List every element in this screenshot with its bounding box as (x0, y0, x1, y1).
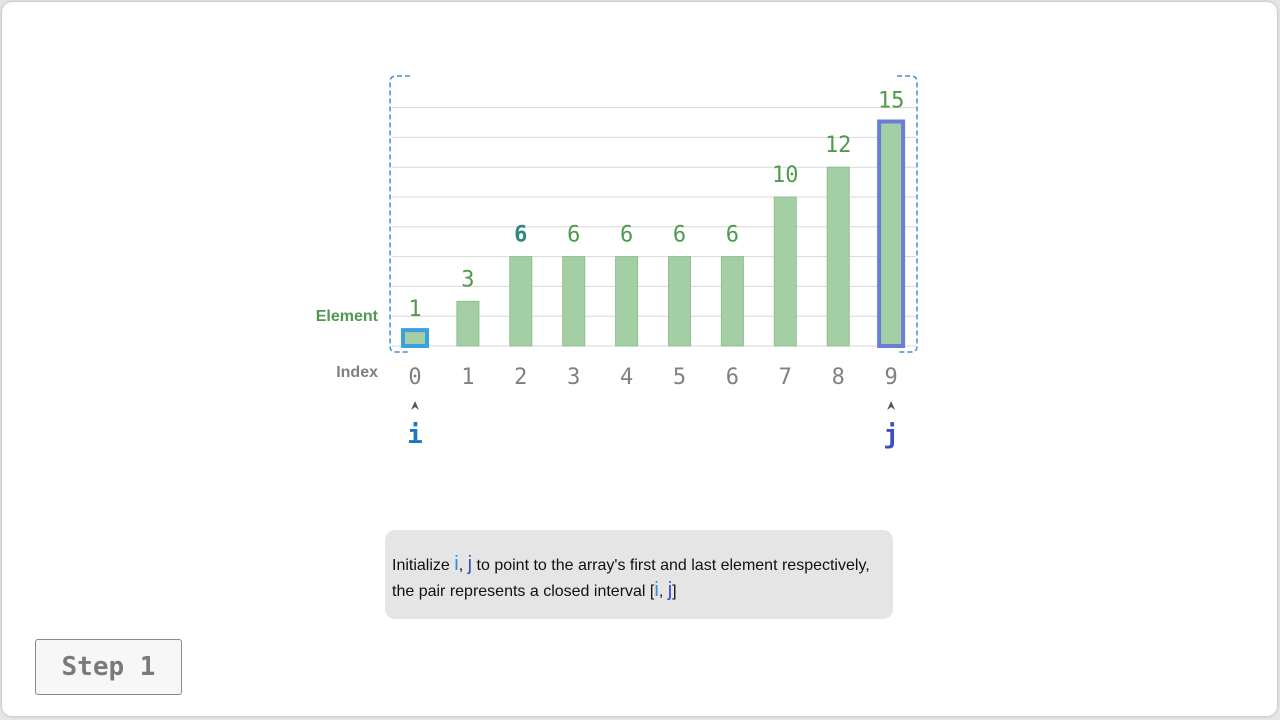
caption-line2-suffix: ] (672, 583, 677, 600)
interval-bracket-right (897, 75, 918, 353)
row-label-index: Index (336, 364, 378, 381)
value-label: 6 (567, 223, 580, 248)
pointer-i-label: i (407, 420, 423, 450)
value-label: 6 (514, 223, 527, 248)
bar (668, 256, 691, 347)
row-label-element: Element (316, 308, 379, 325)
value-label: 1 (408, 297, 421, 322)
value-label: 6 (726, 223, 739, 248)
value-label: 3 (461, 267, 474, 292)
bar (879, 122, 903, 347)
caption-line1-prefix: Initialize (392, 557, 450, 574)
index-label: 7 (779, 365, 792, 390)
index-label: 8 (832, 365, 845, 390)
index-label: 3 (567, 365, 580, 390)
caption-sep: , (458, 557, 464, 574)
bar (403, 330, 427, 347)
pointer-i-bar-outline (401, 328, 429, 349)
bar (720, 256, 744, 347)
bar (562, 256, 586, 347)
value-label: 12 (825, 133, 852, 158)
index-label: 5 (673, 365, 686, 390)
index-label: 6 (726, 365, 739, 390)
bar (615, 256, 639, 347)
caption-interval-i: i (654, 579, 659, 601)
pointer-i-arrow-icon (411, 401, 419, 410)
bar (773, 196, 797, 347)
step-button[interactable]: Step 1 (35, 639, 182, 695)
value-label: 6 (620, 223, 633, 248)
value-label: 10 (772, 163, 799, 188)
caption-line2-prefix: the pair represents a closed interval [ (392, 583, 655, 600)
index-label: 2 (514, 365, 527, 390)
index-label: 1 (461, 365, 474, 390)
pointer-j-label: j (883, 420, 899, 450)
bar (456, 300, 480, 347)
value-label: 15 (878, 89, 905, 114)
caption-line1-suffix: to point to the array's first and last e… (476, 557, 870, 574)
index-label: 9 (884, 365, 897, 390)
caption-interval-j: j (667, 579, 673, 601)
value-label: 6 (673, 223, 686, 248)
index-label: 0 (408, 365, 421, 390)
caption-box: Initialize i, j to point to the array's … (385, 530, 893, 619)
caption-pointer-i: i (454, 553, 459, 575)
pointer-j-arrow-icon (887, 401, 896, 410)
pointer-j-bar-outline (877, 119, 906, 348)
bar (509, 256, 533, 347)
bar (826, 166, 850, 347)
caption-pointer-j: j (467, 553, 473, 575)
caption-interval-sep: , (658, 583, 664, 600)
interval-bracket-left (389, 75, 410, 353)
index-label: 4 (620, 365, 633, 390)
